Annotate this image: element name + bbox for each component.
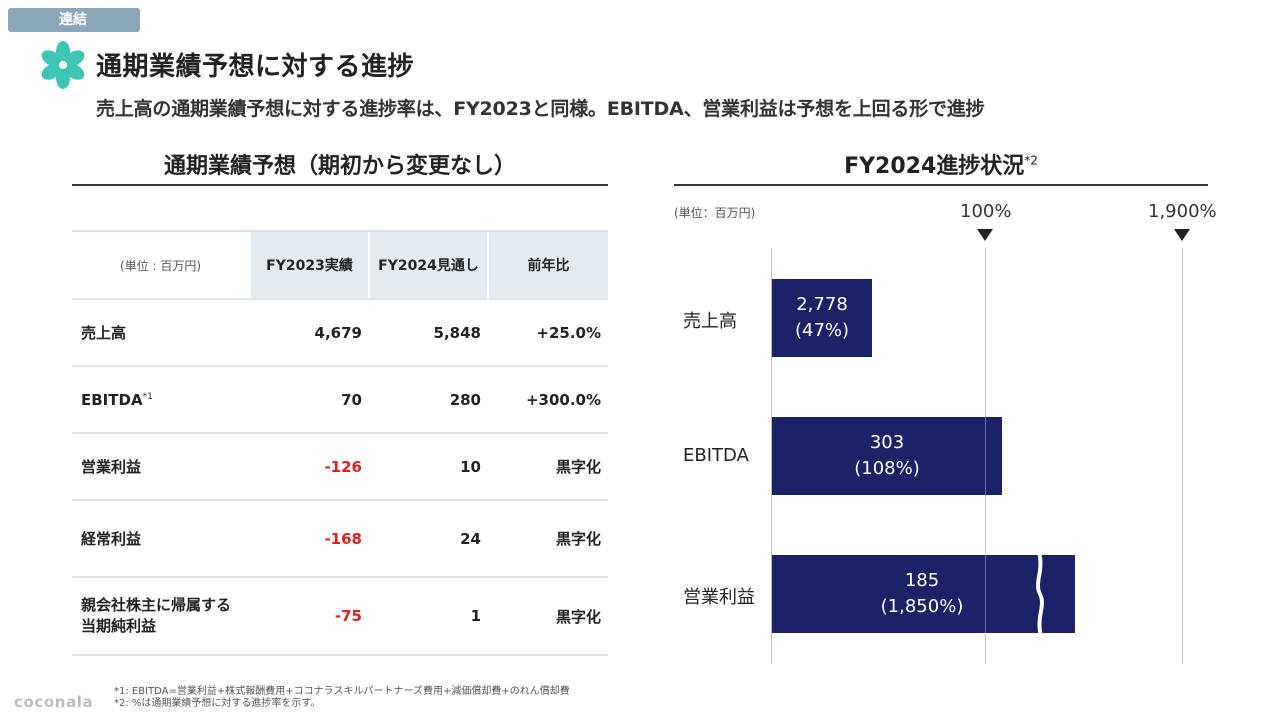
footnote-2: *2: %は通期業績予想に対する進捗率を示す。 (114, 698, 321, 709)
footnote-marker: *1 (142, 391, 153, 402)
bar-value: 303 (869, 432, 905, 453)
forecast-section-divider (72, 184, 608, 186)
bar-category-label: EBITDA (683, 445, 749, 466)
header-fy2023: FY2023実績 (249, 230, 369, 300)
progress-bar (772, 417, 1002, 495)
row-label-text: EBITDA (81, 390, 143, 409)
cell-fy2023: 70 (250, 366, 369, 434)
row-label: EBITDA*1 (72, 366, 250, 434)
row-label: 営業利益 (72, 433, 250, 501)
ref-line-1900 (1182, 248, 1183, 664)
progress-title-note: *2 (1024, 153, 1038, 168)
footnote-1: *1: EBITDA=営業利益+株式報酬費用+ココナラスキルパートナーズ費用+減… (114, 686, 570, 697)
cell-fy2023: 4,679 (250, 299, 369, 367)
cell-yoy: 黒字化 (488, 577, 608, 656)
bar-value-label: 303 (108%) (817, 430, 957, 482)
bar-ref-line-overlay (985, 555, 986, 633)
chart-unit-label: (単位：百万円) (674, 206, 756, 220)
row-label: 親会社株主に帰属する 当期純利益 (72, 577, 250, 656)
row-label: 経常利益 (72, 500, 250, 578)
bar-value-label: 2,778 (47%) (752, 292, 892, 344)
cell-fy2024: 24 (369, 500, 488, 578)
bar-value: 2,778 (796, 294, 848, 315)
bar-category-label: 営業利益 (683, 587, 755, 608)
coconala-logo-icon (41, 41, 85, 89)
chart-axis (771, 248, 772, 664)
cell-fy2024: 280 (369, 366, 488, 434)
forecast-table: (単位 : 百万円) FY2023実績 FY2024見通し 前年比 売上高 4,… (72, 230, 608, 656)
progress-bar (772, 555, 1075, 633)
cell-yoy: +300.0% (488, 366, 608, 434)
bar-value-label: 185 (1,850%) (852, 568, 992, 620)
ref-marker-100 (977, 229, 993, 241)
cell-fy2023: -75 (250, 577, 369, 656)
bar-value: 185 (904, 570, 940, 591)
table-row: 経常利益 -168 24 黒字化 (72, 500, 608, 578)
table-row: 売上高 4,679 5,848 +25.0% (72, 299, 608, 367)
cell-yoy: 黒字化 (488, 500, 608, 578)
header-yoy: 前年比 (487, 230, 608, 300)
cell-yoy: +25.0% (488, 299, 608, 367)
header-fy2024: FY2024見通し (368, 230, 488, 300)
bar-percent: (47%) (794, 320, 850, 341)
ref-label-100: 100% (960, 201, 1012, 222)
table-row: 親会社株主に帰属する 当期純利益 -75 1 黒字化 (72, 577, 608, 656)
bar-percent: (1,850%) (880, 596, 964, 617)
consolidated-tag: 連結 (8, 8, 140, 32)
axis-break-icon (1036, 552, 1044, 636)
table-row: 営業利益 -126 10 黒字化 (72, 433, 608, 501)
forecast-section-title: 通期業績予想（期初から変更なし） (163, 154, 516, 179)
coconala-wordmark: coconala (14, 693, 94, 711)
bar-ref-line-overlay (985, 417, 986, 495)
cell-fy2023: -126 (250, 433, 369, 501)
cell-fy2024: 5,848 (369, 299, 488, 367)
ref-label-1900: 1,900% (1148, 201, 1217, 222)
progress-bar (772, 279, 872, 357)
table-unit-label: (単位 : 百万円) (72, 230, 250, 300)
row-label-line1: 親会社株主に帰属する (81, 596, 232, 614)
row-label-line2: 当期純利益 (81, 617, 157, 635)
page-subtitle: 売上高の通期業績予想に対する進捗率は、FY2023と同様。EBITDA、営業利益… (96, 98, 985, 120)
row-label: 売上高 (72, 299, 250, 367)
bar-percent: (108%) (854, 458, 920, 479)
cell-fy2024: 1 (369, 577, 488, 656)
cell-fy2023: -168 (250, 500, 369, 578)
progress-section-divider (674, 184, 1208, 186)
bar-category-label: 売上高 (683, 311, 737, 332)
table-row: EBITDA*1 70 280 +300.0% (72, 366, 608, 434)
progress-title-text: FY2024進捗状況 (844, 154, 1025, 179)
cell-yoy: 黒字化 (488, 433, 608, 501)
ref-marker-1900 (1174, 229, 1190, 241)
progress-section-title: FY2024進捗状況*2 (674, 148, 1208, 180)
page-title: 通期業績予想に対する進捗 (96, 52, 415, 82)
cell-fy2024: 10 (369, 433, 488, 501)
table-header-row: (単位 : 百万円) FY2023実績 FY2024見通し 前年比 (72, 230, 608, 300)
